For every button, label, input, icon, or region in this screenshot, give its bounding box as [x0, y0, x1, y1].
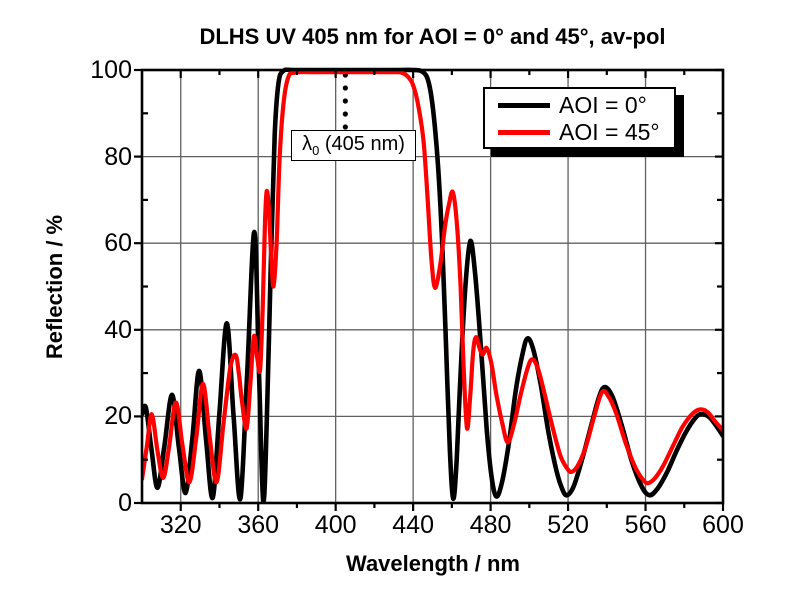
legend-line-aoi0-icon	[498, 103, 550, 108]
x-tick-label: 560	[624, 511, 667, 539]
x-axis-label: Wavelength / nm	[346, 551, 520, 576]
y-tick-label: 100	[90, 56, 132, 84]
legend-item: AOI = 0°	[498, 92, 674, 119]
series-curve-1	[141, 69, 724, 486]
y-tick-label: 80	[104, 142, 132, 171]
legend-label-aoi45: AOI = 45°	[559, 119, 660, 145]
x-tick-label: 440	[392, 511, 434, 539]
x-tick-label: 400	[314, 511, 357, 539]
lambda-symbol: λ	[302, 133, 313, 155]
y-tick-label: 0	[118, 489, 132, 517]
legend-item: AOI = 45°	[498, 119, 674, 146]
y-tick-label: 20	[104, 402, 132, 431]
y-tick-label: 60	[104, 229, 132, 258]
x-tick-label: 480	[469, 511, 512, 539]
legend: AOI = 0° AOI = 45°	[483, 87, 676, 149]
chart-title: DLHS UV 405 nm for AOI = 0° and 45°, av-…	[199, 24, 666, 49]
series-curve-0	[141, 67, 724, 504]
x-tick-label: 320	[159, 511, 202, 539]
x-tick-label: 520	[547, 511, 589, 539]
legend-label-aoi0: AOI = 0°	[559, 92, 647, 118]
lambda-subscript: 0	[312, 143, 320, 158]
legend-line-aoi45-icon	[498, 130, 550, 135]
x-tick-label: 600	[702, 511, 744, 539]
lambda-annotation: λ0 (405 nm)	[291, 130, 416, 161]
lambda-dotted-line	[342, 72, 348, 130]
tick-marks	[134, 68, 725, 511]
x-tick-label: 360	[237, 511, 280, 539]
y-tick-label: 40	[104, 315, 132, 344]
lambda-text: (405 nm)	[319, 133, 405, 155]
